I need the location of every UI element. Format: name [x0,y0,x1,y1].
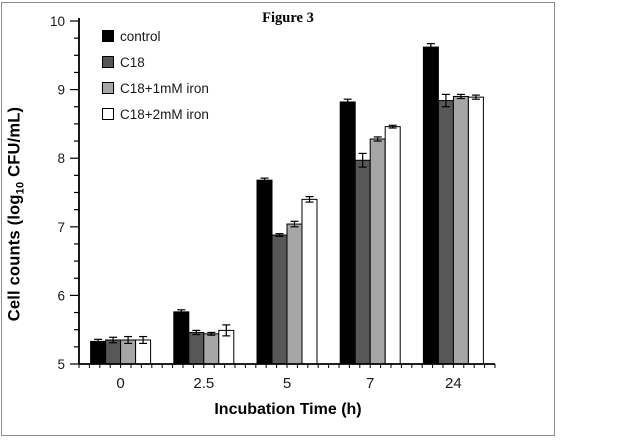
x-tick-label: 7 [366,375,374,392]
figure-title: Figure 3 [262,10,314,26]
y-tick-label: 9 [57,83,65,98]
legend-item-c18: C18 [102,49,209,75]
legend-swatch-c18-icon [102,56,114,68]
bar-control-t0 [90,340,107,365]
bar-c18-1mm-iron-t5 [286,223,303,365]
bar-chart-plot-area: 5 6 7 8 9 10 0 2.5 5 7 24 [50,14,496,392]
x-tick-label: 24 [445,375,462,392]
bar-control-t7 [339,101,356,365]
legend-label-c18: C18 [120,54,145,70]
x-tick-label: 0 [116,375,124,392]
legend-label-c18-2mm-iron: C18+2mM iron [120,106,209,122]
x-tick-label: 5 [283,375,291,392]
bar-c18-1mm-iron-t2.5 [203,333,220,365]
bar-c18-t7 [354,159,371,365]
legend-swatch-c18-2mm-iron-icon [102,108,114,120]
y-tick-label: 6 [57,288,65,303]
bar-c18-2mm-iron-t7 [384,126,401,365]
bar-c18-t5 [271,234,288,365]
x-axis-label: Incubation Time (h) [214,401,362,418]
bar-c18-t0 [105,339,122,365]
y-tick-label: 8 [57,151,65,166]
x-tick-label: 2.5 [193,375,214,392]
legend-swatch-control-icon [102,30,114,42]
legend-item-c18-2mm-iron: C18+2mM iron [102,101,209,127]
bar-c18-2mm-iron-t24 [467,96,484,365]
bar-c18-t24 [437,100,454,365]
bar-c18-2mm-iron-t5 [301,198,318,365]
bar-control-t2.5 [173,311,190,365]
bar-c18-t2.5 [188,331,205,365]
legend-swatch-c18-1mm-iron-icon [102,82,114,94]
legend-label-c18-1mm-iron: C18+1mM iron [120,80,209,96]
figure-3-bar-chart: Figure 3 Cell counts (log10 CFU/mL) Incu… [1,2,555,436]
y-tick-label: 7 [57,220,65,235]
bar-control-t5 [256,179,273,365]
bar-c18-1mm-iron-t24 [452,95,469,365]
legend-item-control: control [102,23,209,49]
y-tick-label: 10 [50,14,65,29]
legend-label-control: control [120,28,161,44]
bar-c18-1mm-iron-t7 [369,138,386,365]
legend-item-c18-1mm-iron: C18+1mM iron [102,75,209,101]
legend: control C18 C18+1mM iron C18+2mM iron [102,23,209,127]
y-tick-label: 5 [57,357,65,372]
bar-control-t24 [422,46,439,365]
